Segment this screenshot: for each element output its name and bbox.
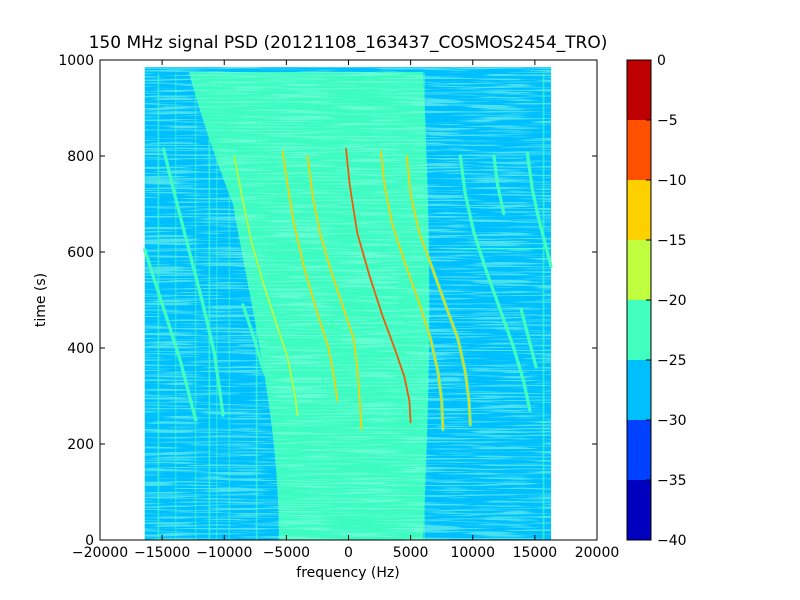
signal-trace: [379, 150, 444, 431]
colorbar-tick-label: 0: [657, 53, 666, 69]
signal-trace: [520, 308, 537, 369]
signal-trace: [526, 152, 552, 268]
y-tick-label: 600: [67, 245, 94, 261]
colorbar-level: [627, 60, 651, 120]
x-tick-label: −20000: [72, 545, 128, 561]
signal-trace: [306, 155, 363, 431]
colorbar-level: [627, 120, 651, 180]
x-axis: −20000 −15000 −10000 −5000 0 5000 10000 15000 20…: [72, 60, 619, 561]
y-tick-label: 200: [67, 437, 94, 453]
signal-trace: [143, 248, 197, 421]
signal-trace: [281, 150, 339, 402]
signal-trace: [493, 155, 505, 215]
colorbar-tick-label: −35: [657, 473, 687, 489]
y-tick-label: 800: [67, 149, 94, 165]
signal-trace: [345, 147, 412, 424]
y-axis-label: time (s): [33, 273, 49, 327]
colorbar-level: [627, 360, 651, 420]
colorbar-tick-label: −20: [657, 293, 687, 309]
colorbar-level: [627, 180, 651, 240]
colorbar-tick-label: −25: [657, 353, 687, 369]
x-tick-label: −5000: [263, 545, 310, 561]
x-axis-label: frequency (Hz): [296, 565, 399, 581]
signal-trace: [242, 303, 265, 373]
x-tick-label: −10000: [196, 545, 252, 561]
y-tick-label: 1000: [58, 53, 94, 69]
noise-speckle: [144, 67, 552, 540]
signal-trace: [233, 155, 299, 417]
heatmap: [143, 67, 553, 540]
x-tick-label: 5000: [393, 545, 429, 561]
x-tick-label: 20000: [575, 545, 620, 561]
colorbar-level: [627, 240, 651, 300]
signal-trace: [459, 155, 531, 412]
colorbar-tick-label: −15: [657, 233, 687, 249]
x-tick-label: 15000: [513, 545, 558, 561]
colorbar-tick-label: −5: [657, 113, 678, 129]
signal-trace: [406, 155, 472, 426]
chart-title: 150 MHz signal PSD (20121108_163437_COSM…: [89, 33, 608, 53]
colorbar-level: [627, 300, 651, 360]
colorbar-tick-label: −10: [657, 173, 687, 189]
colorbar: 0 −5 −10 −15 −20 −25 −30 −35 −40: [626, 53, 687, 549]
colorbar-tick-label: −30: [657, 413, 687, 429]
colorbar-tick-label: −40: [657, 533, 687, 549]
colorbar-level: [627, 420, 651, 480]
signal-trace: [162, 147, 224, 417]
signal-trace: [330, 318, 347, 373]
x-tick-label: −15000: [134, 545, 190, 561]
y-tick-label: 0: [85, 533, 94, 549]
y-tick-label: 400: [67, 341, 94, 357]
x-tick-label: 10000: [450, 545, 495, 561]
y-axis: 0 200 400 600 800 1000: [58, 53, 597, 549]
colorbar-level: [627, 480, 651, 540]
x-tick-label: 0: [344, 545, 353, 561]
